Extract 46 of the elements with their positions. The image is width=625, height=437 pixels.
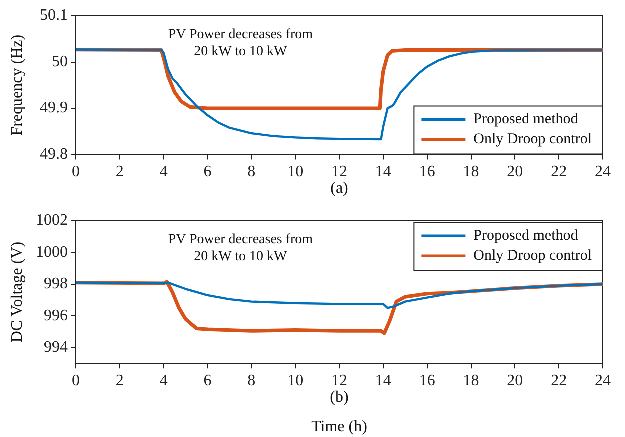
- x-tick-label: 6: [204, 372, 212, 390]
- text: (a): [330, 180, 348, 198]
- text: (b): [330, 388, 349, 406]
- x-tick-label: 2: [116, 164, 124, 181]
- x-tick-label: 22: [551, 164, 568, 181]
- x-tick-label: 16: [419, 164, 436, 181]
- x-tick-label: 20: [507, 164, 524, 181]
- x-tick-label: 4: [160, 372, 168, 390]
- y-tick-label: 996: [44, 307, 68, 324]
- x-axis-title: Time (h): [312, 418, 368, 436]
- x-tick-label: 20: [507, 372, 524, 390]
- x-tick-label: 14: [375, 372, 392, 390]
- y-tick-label: 50.1: [40, 7, 68, 24]
- x-tick-label: 24: [595, 372, 611, 390]
- y-tick-label: 994: [44, 338, 68, 356]
- x-tick-label: 18: [463, 372, 480, 390]
- y-tick-label: 1000: [36, 244, 68, 261]
- legend-label: Proposed method: [474, 228, 579, 244]
- x-tick-label: 12: [332, 164, 348, 181]
- legend-label: Proposed method: [474, 112, 579, 128]
- y-tick-label: 50: [52, 53, 68, 70]
- y-tick-label: 49.9: [40, 100, 68, 117]
- x-tick-label: 24: [595, 164, 611, 181]
- x-tick-label: 10: [288, 164, 304, 181]
- y-axis-title: DC Voltage (V): [8, 242, 26, 343]
- x-tick-label: 4: [160, 164, 168, 181]
- legend-label: Only Droop control: [474, 248, 592, 264]
- x-tick-label: 12: [332, 372, 348, 390]
- x-tick-label: 0: [72, 164, 80, 181]
- x-tick-label: 0: [72, 372, 80, 390]
- x-tick-label: 14: [375, 164, 392, 181]
- legend-label: Only Droop control: [474, 132, 592, 148]
- x-tick-label: 2: [116, 372, 124, 390]
- y-axis-title: Frequency (Hz): [8, 34, 26, 136]
- y-tick-label: 998: [44, 276, 68, 293]
- y-tick-label: 49.8: [40, 146, 68, 164]
- x-tick-label: 22: [551, 372, 568, 390]
- x-tick-label: 10: [288, 372, 304, 390]
- x-tick-label: 8: [248, 164, 256, 181]
- y-tick-label: 1002: [36, 212, 68, 230]
- x-tick-label: 8: [248, 372, 256, 390]
- x-tick-label: 18: [463, 164, 480, 181]
- x-tick-label: 16: [419, 372, 436, 390]
- annotation: PV Power decreases from 20 kW to 10 kW: [168, 232, 314, 265]
- x-tick-label: 6: [204, 164, 212, 181]
- annotation: PV Power decreases from 20 kW to 10 kW: [168, 28, 314, 60]
